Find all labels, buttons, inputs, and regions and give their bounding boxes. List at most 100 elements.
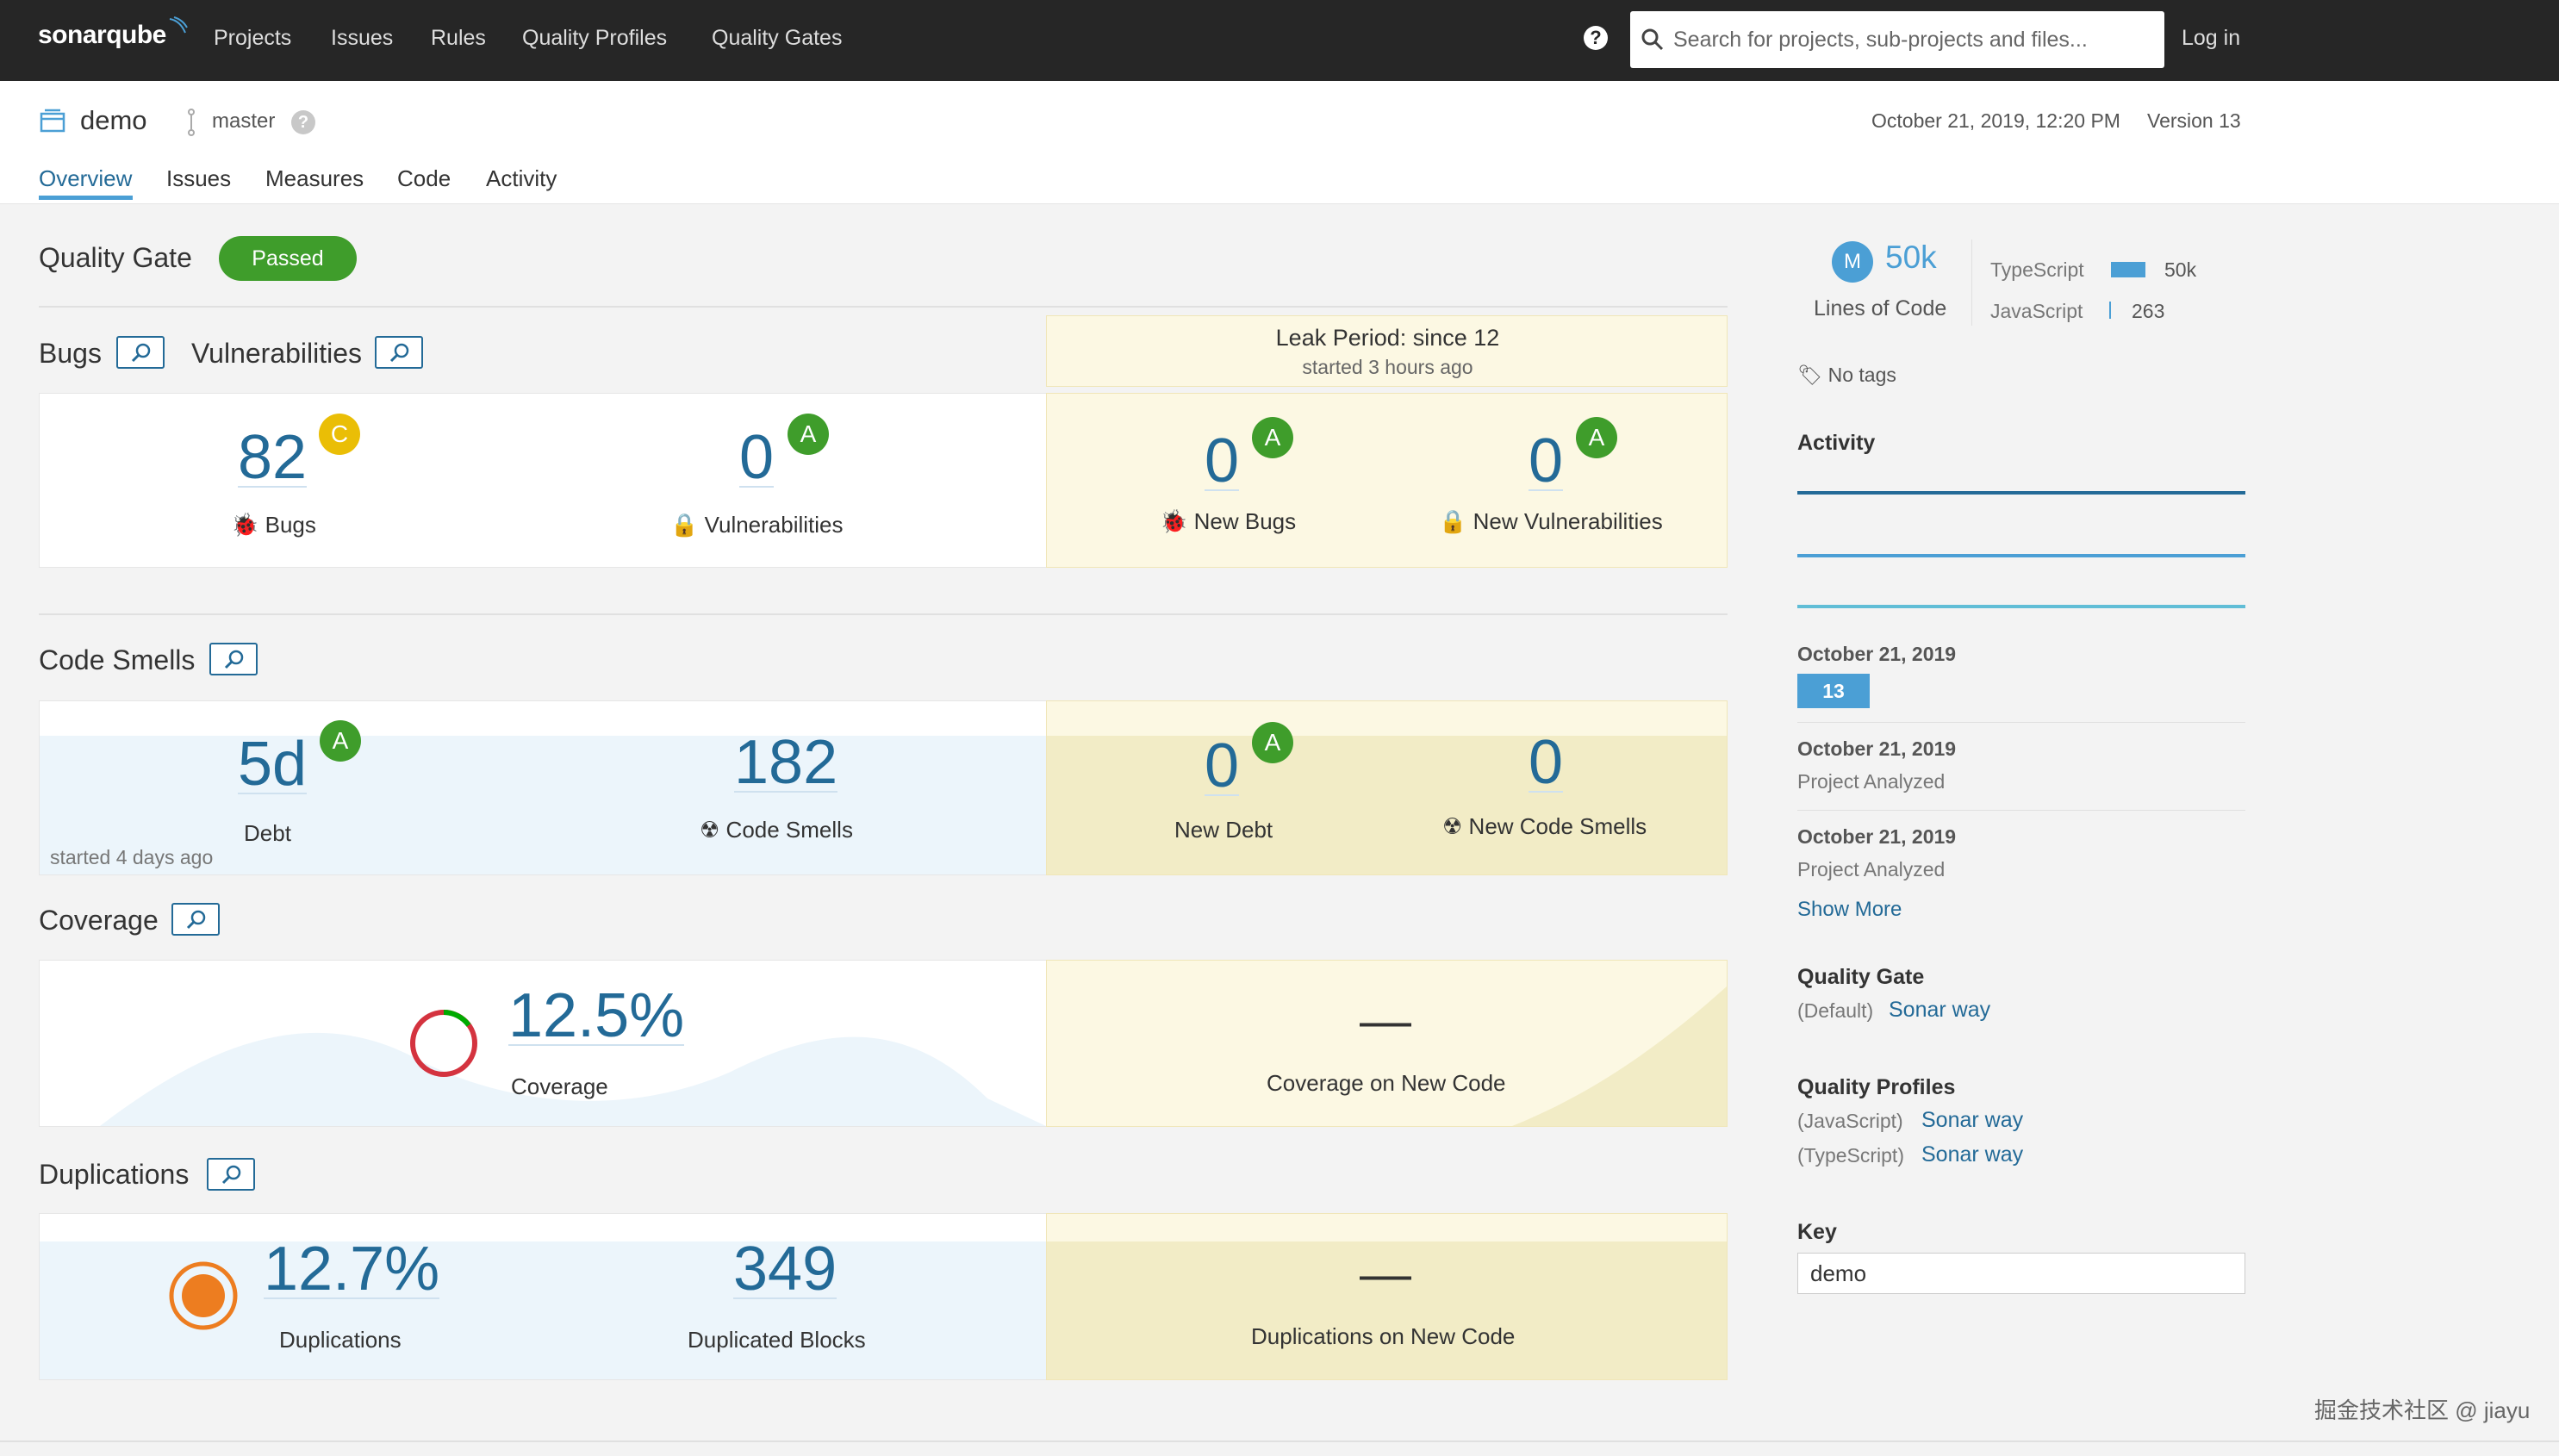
tags-text: No tags — [1827, 364, 1896, 386]
started-label: started 4 days ago — [50, 846, 214, 868]
login-link[interactable]: Log in — [2182, 26, 2241, 50]
new-bugs-panel — [1046, 393, 1728, 568]
nav-projects[interactable]: Projects — [214, 26, 292, 50]
quality-profiles-title: Quality Profiles — [1797, 1075, 1956, 1099]
coverage-value[interactable]: 12.5% — [508, 980, 685, 1050]
coverage-drilldown-button[interactable] — [171, 903, 220, 936]
new-debt-value[interactable]: 0 — [1205, 731, 1240, 800]
new-bugs-label: 🐞 New Bugs — [1160, 508, 1296, 535]
lock-icon: 🔒 — [670, 512, 699, 538]
vulnerabilities-rating[interactable]: A — [788, 414, 829, 455]
event-text: Project Analyzed — [1797, 770, 1946, 793]
bugs-drilldown-button[interactable] — [116, 336, 165, 369]
vulnerabilities-label-text: Vulnerabilities — [704, 512, 844, 538]
duplicated-blocks-value[interactable]: 349 — [733, 1234, 837, 1304]
nav-rules[interactable]: Rules — [431, 26, 486, 50]
code-smells-section-title: Code Smells — [39, 644, 196, 675]
activity-graph-line — [1797, 491, 2245, 495]
language-bar-javascript — [2109, 302, 2111, 319]
lines-of-code-label: Lines of Code — [1814, 296, 1947, 320]
version-tag: 13 — [1797, 674, 1870, 708]
analysis-date: October 21, 2019, 12:20 PM — [1871, 109, 2120, 132]
help-icon[interactable]: ? — [1584, 26, 1608, 50]
project-icon — [40, 109, 65, 133]
profile-link-javascript[interactable]: Sonar way — [1921, 1108, 2024, 1132]
new-code-smells-label: ☢ New Code Smells — [1442, 813, 1647, 840]
duplications-indicator — [169, 1261, 238, 1330]
duplicated-blocks-label: Duplicated Blocks — [688, 1327, 866, 1353]
branch-help-icon[interactable]: ? — [291, 110, 315, 134]
debt-value[interactable]: 5d — [238, 729, 308, 799]
search-box[interactable] — [1630, 11, 2164, 68]
language-bar-typescript — [2111, 262, 2145, 277]
duplications-value-text: 12.7% — [264, 1235, 440, 1304]
code-smell-icon: ☢ — [700, 817, 720, 843]
bugs-value-text: 82 — [238, 423, 308, 492]
duplications-value[interactable]: 12.7% — [264, 1234, 440, 1304]
vulnerabilities-value[interactable]: 0 — [739, 422, 775, 492]
tab-overview[interactable]: Overview — [39, 165, 133, 191]
vulnerabilities-value-text: 0 — [739, 423, 775, 492]
code-smells-value[interactable]: 182 — [734, 727, 838, 797]
tag-icon: 🏷 — [1797, 364, 1823, 386]
nav-issues[interactable]: Issues — [331, 26, 394, 50]
new-vulnerabilities-rating[interactable]: A — [1576, 417, 1617, 458]
code-smells-label: ☢ Code Smells — [700, 817, 853, 843]
tags[interactable]: 🏷 No tags — [1797, 364, 1896, 387]
avatar: M — [1832, 241, 1873, 283]
nav-quality-gates[interactable]: Quality Gates — [712, 26, 843, 50]
tab-issues[interactable]: Issues — [166, 165, 232, 191]
new-bugs-rating[interactable]: A — [1252, 417, 1293, 458]
tab-measures[interactable]: Measures — [265, 165, 364, 191]
duplications-drilldown-button[interactable] — [207, 1158, 255, 1191]
new-debt-rating[interactable]: A — [1252, 722, 1293, 763]
event-date: October 21, 2019 — [1797, 737, 1957, 760]
sonarqube-logo[interactable]: sonarqube — [38, 16, 188, 50]
coverage-history-chart — [100, 1032, 1046, 1126]
vulnerabilities-drilldown-button[interactable] — [375, 336, 423, 369]
search-input[interactable] — [1673, 11, 2156, 68]
drilldown-icon — [131, 343, 151, 363]
code-smells-drilldown-button[interactable] — [209, 643, 258, 675]
new-coverage-label: Coverage on New Code — [1267, 1070, 1506, 1096]
lines-of-code-value[interactable]: 50k — [1885, 240, 1937, 275]
new-code-smells-value[interactable]: 0 — [1529, 727, 1564, 797]
nav-quality-profiles[interactable]: Quality Profiles — [522, 26, 668, 50]
quality-gate-status-badge: Passed — [219, 236, 357, 281]
watermark: 掘金技术社区 @ jiayu — [2314, 1397, 2531, 1423]
bugs-section-title: Bugs — [39, 338, 102, 369]
show-more-link[interactable]: Show More — [1797, 898, 1902, 921]
quality-gate-title: Quality Gate — [39, 242, 192, 273]
project-key-field[interactable] — [1797, 1253, 2245, 1294]
new-coverage-history-chart — [1512, 986, 1727, 1126]
code-smells-label-text: Code Smells — [725, 817, 853, 843]
tab-code[interactable]: Code — [397, 165, 451, 191]
new-bugs-label-text: New Bugs — [1193, 508, 1297, 534]
new-bugs-value-text: 0 — [1205, 426, 1240, 495]
debt-rating[interactable]: A — [320, 720, 361, 762]
activity-title: Activity — [1797, 431, 1876, 455]
bugs-rating[interactable]: C — [319, 414, 360, 455]
coverage-value-text: 12.5% — [508, 981, 685, 1050]
duplicated-blocks-value-text: 349 — [733, 1235, 837, 1304]
new-coverage-value: — — [1360, 992, 1411, 1049]
new-vulnerabilities-value[interactable]: 0 — [1529, 426, 1564, 495]
logo-waves-icon — [169, 16, 188, 34]
bugs-value[interactable]: 82 — [238, 422, 308, 492]
code-smell-icon: ☢ — [1442, 813, 1463, 839]
profile-link-typescript[interactable]: Sonar way — [1921, 1142, 2024, 1167]
leak-period-subtitle: started 3 hours ago — [1302, 356, 1473, 378]
footer-divider — [0, 1440, 2559, 1442]
leak-period-header: Leak Period: since 12 started 3 hours ag… — [1046, 315, 1728, 387]
project-name[interactable]: demo — [80, 105, 147, 135]
new-code-smells-label-text: New Code Smells — [1468, 813, 1647, 839]
new-debt-label: New Debt — [1174, 817, 1273, 843]
new-bugs-value[interactable]: 0 — [1205, 426, 1240, 495]
tab-activity[interactable]: Activity — [486, 165, 557, 191]
bugs-panel — [39, 393, 1047, 568]
coverage-donut — [410, 1010, 477, 1077]
quality-gate-link[interactable]: Sonar way — [1889, 998, 1991, 1022]
event-divider — [1797, 810, 2245, 811]
branch-name: master — [212, 109, 276, 133]
activity-graph-line — [1797, 554, 2245, 557]
